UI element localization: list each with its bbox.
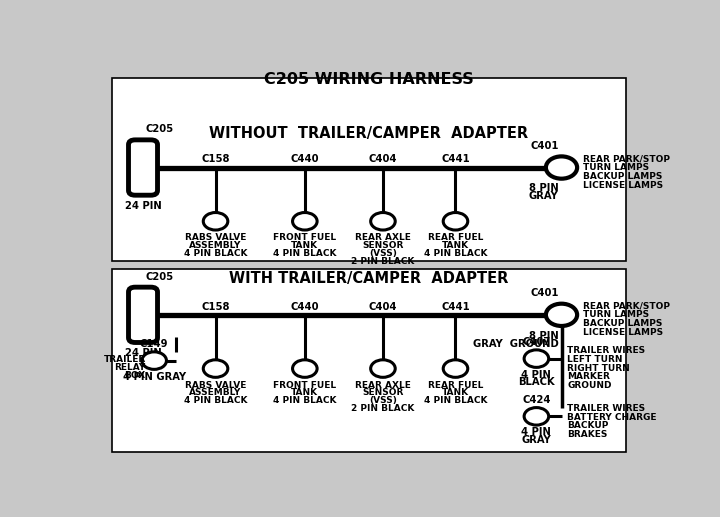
Text: C401: C401 bbox=[530, 141, 559, 151]
Text: REAR PARK/STOP: REAR PARK/STOP bbox=[582, 154, 670, 163]
Text: C205 WIRING HARNESS: C205 WIRING HARNESS bbox=[264, 72, 474, 87]
Text: 4 PIN BLACK: 4 PIN BLACK bbox=[184, 249, 247, 258]
Text: ASSEMBLY: ASSEMBLY bbox=[189, 241, 242, 250]
Text: WITHOUT  TRAILER/CAMPER  ADAPTER: WITHOUT TRAILER/CAMPER ADAPTER bbox=[210, 126, 528, 141]
Text: 4 PIN: 4 PIN bbox=[521, 370, 552, 380]
Circle shape bbox=[292, 360, 317, 377]
Text: C205: C205 bbox=[145, 272, 174, 282]
Text: (VSS): (VSS) bbox=[369, 249, 397, 258]
Text: TANK: TANK bbox=[442, 388, 469, 398]
Text: GRAY: GRAY bbox=[529, 191, 559, 202]
Text: RABS VALVE: RABS VALVE bbox=[185, 381, 246, 389]
Text: 4 PIN BLACK: 4 PIN BLACK bbox=[273, 249, 336, 258]
Text: 4 PIN GRAY: 4 PIN GRAY bbox=[122, 372, 186, 382]
Text: 4 PIN BLACK: 4 PIN BLACK bbox=[184, 397, 247, 405]
Text: RABS VALVE: RABS VALVE bbox=[185, 233, 246, 242]
Text: C424: C424 bbox=[522, 395, 551, 405]
Text: ASSEMBLY: ASSEMBLY bbox=[189, 388, 242, 398]
Text: C404: C404 bbox=[369, 155, 397, 164]
Text: 4 PIN BLACK: 4 PIN BLACK bbox=[273, 397, 336, 405]
Circle shape bbox=[444, 212, 468, 230]
Circle shape bbox=[524, 407, 549, 425]
FancyBboxPatch shape bbox=[128, 140, 158, 195]
Text: C440: C440 bbox=[291, 301, 319, 312]
Circle shape bbox=[546, 303, 577, 326]
Text: WITH TRAILER/CAMPER  ADAPTER: WITH TRAILER/CAMPER ADAPTER bbox=[229, 271, 509, 286]
Text: FRONT FUEL: FRONT FUEL bbox=[274, 233, 336, 242]
Circle shape bbox=[546, 156, 577, 179]
Text: C441: C441 bbox=[441, 155, 470, 164]
Text: REAR AXLE: REAR AXLE bbox=[355, 233, 411, 242]
Text: REAR AXLE: REAR AXLE bbox=[355, 381, 411, 389]
Text: BLACK: BLACK bbox=[518, 377, 554, 387]
Text: TURN LAMPS: TURN LAMPS bbox=[582, 310, 649, 320]
Circle shape bbox=[203, 212, 228, 230]
Text: BRAKES: BRAKES bbox=[567, 430, 608, 439]
FancyBboxPatch shape bbox=[112, 269, 626, 452]
Text: LICENSE LAMPS: LICENSE LAMPS bbox=[582, 328, 663, 337]
Text: GRAY: GRAY bbox=[521, 435, 552, 445]
Text: 4 PIN BLACK: 4 PIN BLACK bbox=[424, 397, 487, 405]
Text: 2 PIN BLACK: 2 PIN BLACK bbox=[351, 404, 415, 414]
Text: REAR FUEL: REAR FUEL bbox=[428, 381, 483, 389]
Text: MARKER: MARKER bbox=[567, 372, 610, 382]
Text: TANK: TANK bbox=[292, 241, 318, 250]
Text: BOX: BOX bbox=[125, 371, 145, 379]
Text: BACKUP LAMPS: BACKUP LAMPS bbox=[582, 319, 662, 328]
Text: LICENSE LAMPS: LICENSE LAMPS bbox=[582, 180, 663, 190]
Circle shape bbox=[371, 360, 395, 377]
Text: LEFT TURN: LEFT TURN bbox=[567, 355, 623, 364]
Text: REAR PARK/STOP: REAR PARK/STOP bbox=[582, 301, 670, 311]
Text: C158: C158 bbox=[202, 155, 230, 164]
Text: C440: C440 bbox=[291, 155, 319, 164]
Circle shape bbox=[203, 360, 228, 377]
Circle shape bbox=[371, 212, 395, 230]
Text: C158: C158 bbox=[202, 301, 230, 312]
Text: 8 PIN: 8 PIN bbox=[529, 331, 559, 341]
Text: TRAILER WIRES: TRAILER WIRES bbox=[567, 346, 645, 355]
Text: RELAY: RELAY bbox=[114, 362, 145, 372]
Text: BACKUP LAMPS: BACKUP LAMPS bbox=[582, 172, 662, 181]
Text: C401: C401 bbox=[530, 288, 559, 298]
Text: C441: C441 bbox=[441, 301, 470, 312]
Text: C404: C404 bbox=[369, 301, 397, 312]
Text: 4 PIN BLACK: 4 PIN BLACK bbox=[424, 249, 487, 258]
Text: BATTERY CHARGE: BATTERY CHARGE bbox=[567, 413, 657, 422]
Text: 4 PIN: 4 PIN bbox=[521, 428, 552, 437]
Circle shape bbox=[142, 352, 166, 369]
Text: C149: C149 bbox=[140, 340, 168, 349]
Circle shape bbox=[444, 360, 468, 377]
Circle shape bbox=[292, 212, 317, 230]
Text: 24 PIN: 24 PIN bbox=[125, 201, 161, 210]
Circle shape bbox=[524, 350, 549, 368]
Text: C205: C205 bbox=[145, 125, 174, 134]
Text: TANK: TANK bbox=[292, 388, 318, 398]
Text: GRAY  GROUND: GRAY GROUND bbox=[473, 339, 559, 348]
Text: GROUND: GROUND bbox=[567, 381, 611, 390]
Text: RIGHT TURN: RIGHT TURN bbox=[567, 363, 630, 373]
Text: TANK: TANK bbox=[442, 241, 469, 250]
Text: BACKUP: BACKUP bbox=[567, 421, 608, 430]
Text: FRONT FUEL: FRONT FUEL bbox=[274, 381, 336, 389]
FancyBboxPatch shape bbox=[112, 78, 626, 261]
Text: TURN LAMPS: TURN LAMPS bbox=[582, 163, 649, 172]
FancyBboxPatch shape bbox=[128, 287, 158, 342]
Text: (VSS): (VSS) bbox=[369, 397, 397, 405]
Text: 2 PIN BLACK: 2 PIN BLACK bbox=[351, 257, 415, 266]
Text: TRAILER WIRES: TRAILER WIRES bbox=[567, 404, 645, 413]
Text: C407: C407 bbox=[522, 338, 551, 347]
Text: REAR FUEL: REAR FUEL bbox=[428, 233, 483, 242]
Text: 8 PIN: 8 PIN bbox=[529, 184, 559, 193]
Text: 24 PIN: 24 PIN bbox=[125, 348, 161, 358]
Text: SENSOR: SENSOR bbox=[362, 241, 404, 250]
Text: TRAILER: TRAILER bbox=[104, 355, 145, 363]
Text: SENSOR: SENSOR bbox=[362, 388, 404, 398]
